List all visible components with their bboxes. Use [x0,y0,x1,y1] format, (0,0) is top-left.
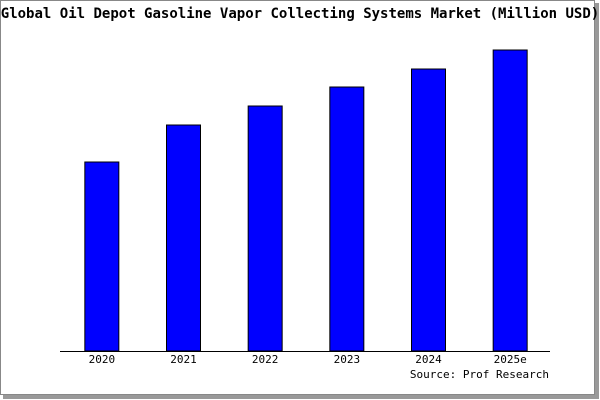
bar [84,161,120,352]
bar [247,105,283,352]
source: Source: Prof Research [410,368,549,381]
bar [329,86,365,352]
bar [492,49,528,352]
chart-title: Global Oil Depot Gasoline Vapor Collecti… [1,6,599,22]
bar [166,124,201,352]
x-tick-label: 2020 [89,353,116,366]
x-tick-label: 2023 [334,353,361,366]
bar [411,68,446,352]
x-tick-label: 2022 [252,353,279,366]
x-tick-label: 2021 [170,353,197,366]
x-tick-label: 2025e [494,353,527,366]
x-tick-label: 2024 [415,353,442,366]
